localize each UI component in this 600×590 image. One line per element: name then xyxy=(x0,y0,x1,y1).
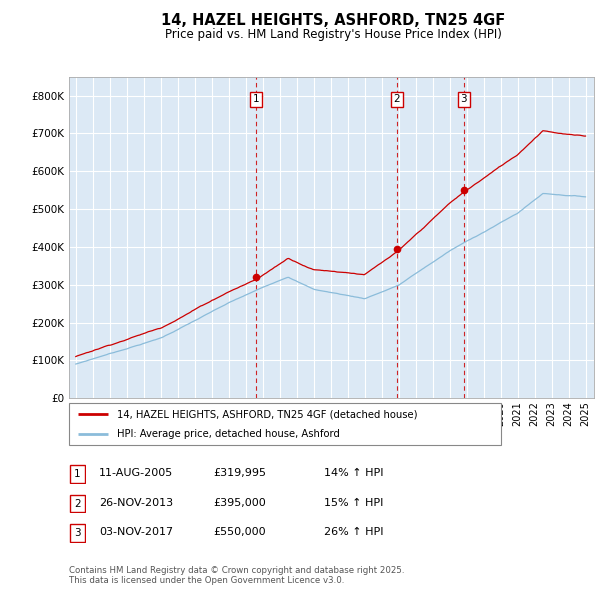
FancyBboxPatch shape xyxy=(69,403,501,445)
Text: £550,000: £550,000 xyxy=(213,527,266,537)
Text: 26% ↑ HPI: 26% ↑ HPI xyxy=(324,527,383,537)
Text: HPI: Average price, detached house, Ashford: HPI: Average price, detached house, Ashf… xyxy=(116,429,340,439)
Text: 2: 2 xyxy=(74,499,81,509)
Text: 14, HAZEL HEIGHTS, ASHFORD, TN25 4GF (detached house): 14, HAZEL HEIGHTS, ASHFORD, TN25 4GF (de… xyxy=(116,409,417,419)
Text: 26-NOV-2013: 26-NOV-2013 xyxy=(99,498,173,507)
Text: 14% ↑ HPI: 14% ↑ HPI xyxy=(324,468,383,478)
FancyBboxPatch shape xyxy=(70,525,85,542)
FancyBboxPatch shape xyxy=(70,495,85,512)
Text: £319,995: £319,995 xyxy=(213,468,266,478)
Text: 15% ↑ HPI: 15% ↑ HPI xyxy=(324,498,383,507)
Text: 1: 1 xyxy=(74,469,81,479)
Text: 3: 3 xyxy=(460,94,467,104)
Text: 3: 3 xyxy=(74,528,81,538)
Text: 11-AUG-2005: 11-AUG-2005 xyxy=(99,468,173,478)
Text: Contains HM Land Registry data © Crown copyright and database right 2025.
This d: Contains HM Land Registry data © Crown c… xyxy=(69,566,404,585)
Text: Price paid vs. HM Land Registry's House Price Index (HPI): Price paid vs. HM Land Registry's House … xyxy=(164,28,502,41)
Text: 1: 1 xyxy=(253,94,260,104)
Text: 2: 2 xyxy=(394,94,400,104)
FancyBboxPatch shape xyxy=(70,466,85,483)
Text: 14, HAZEL HEIGHTS, ASHFORD, TN25 4GF: 14, HAZEL HEIGHTS, ASHFORD, TN25 4GF xyxy=(161,13,505,28)
Text: 03-NOV-2017: 03-NOV-2017 xyxy=(99,527,173,537)
Text: £395,000: £395,000 xyxy=(213,498,266,507)
